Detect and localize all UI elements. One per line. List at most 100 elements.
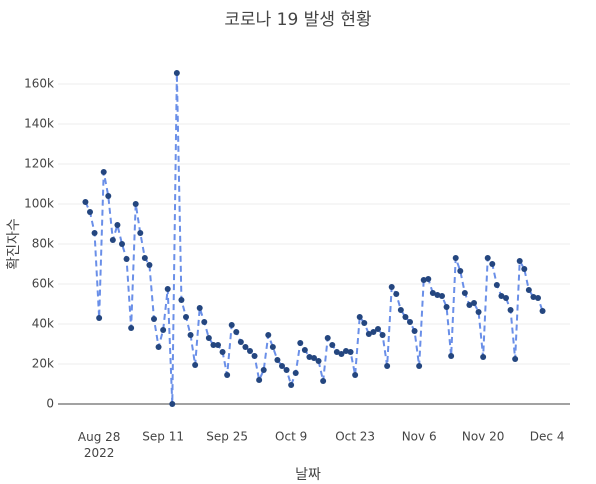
y-tick-label: 100k bbox=[24, 197, 54, 211]
data-point bbox=[429, 290, 436, 296]
y-tick-label: 140k bbox=[24, 117, 54, 131]
data-point bbox=[269, 344, 276, 350]
data-point bbox=[493, 282, 500, 288]
data-point bbox=[393, 291, 400, 297]
data-point bbox=[301, 347, 308, 353]
data-point bbox=[109, 237, 116, 243]
data-point bbox=[539, 308, 546, 314]
series-line bbox=[84, 72, 544, 405]
x-axis-title: 날짜 bbox=[295, 467, 321, 483]
x-tick-label: Nov 6 bbox=[402, 430, 437, 444]
data-point bbox=[183, 314, 189, 320]
data-point bbox=[535, 295, 541, 301]
data-point bbox=[146, 262, 153, 268]
y-tick-label: 160k bbox=[24, 77, 54, 91]
x-tick-label: Nov 20 bbox=[462, 430, 505, 444]
data-point bbox=[516, 258, 523, 264]
data-point bbox=[315, 358, 322, 364]
data-point bbox=[338, 351, 345, 357]
data-point bbox=[192, 362, 199, 368]
data-point bbox=[87, 209, 93, 215]
x-tick-label: Oct 9 bbox=[275, 430, 307, 444]
x-tick-label: Oct 23 bbox=[335, 430, 375, 444]
data-point bbox=[82, 199, 89, 205]
data-point bbox=[507, 307, 514, 313]
y-axis-title: 확진자수 bbox=[6, 218, 22, 270]
data-point bbox=[388, 284, 395, 290]
data-point bbox=[489, 261, 496, 267]
data-point bbox=[439, 293, 445, 299]
data-point bbox=[411, 328, 418, 334]
data-point bbox=[256, 377, 263, 383]
data-point bbox=[251, 353, 258, 359]
data-point bbox=[105, 193, 112, 199]
data-point bbox=[205, 335, 212, 341]
data-point bbox=[503, 295, 509, 301]
data-point bbox=[274, 357, 281, 363]
data-point bbox=[196, 305, 203, 311]
data-point bbox=[311, 355, 317, 361]
data-point bbox=[484, 255, 491, 261]
data-point bbox=[297, 340, 304, 346]
data-point bbox=[210, 342, 217, 348]
data-point bbox=[233, 329, 240, 335]
data-point bbox=[288, 382, 295, 388]
data-point bbox=[329, 342, 336, 348]
data-point bbox=[141, 255, 148, 261]
data-point bbox=[434, 292, 441, 298]
data-point bbox=[173, 70, 180, 76]
data-point bbox=[343, 348, 349, 354]
data-point bbox=[283, 367, 290, 373]
x-tick-label: Sep 11 bbox=[142, 430, 184, 444]
data-point bbox=[370, 329, 377, 335]
data-point bbox=[365, 331, 372, 337]
data-point bbox=[461, 290, 468, 296]
data-point bbox=[91, 230, 98, 236]
data-point bbox=[457, 268, 464, 274]
data-point bbox=[425, 276, 432, 282]
data-point bbox=[352, 372, 359, 378]
data-point bbox=[397, 307, 404, 313]
data-point bbox=[306, 354, 313, 360]
data-point bbox=[247, 348, 253, 354]
data-point bbox=[119, 241, 125, 247]
data-point bbox=[169, 401, 176, 407]
data-point bbox=[187, 332, 194, 338]
data-point bbox=[228, 322, 235, 328]
data-point bbox=[333, 349, 340, 355]
data-point bbox=[384, 363, 391, 369]
data-point bbox=[361, 320, 368, 326]
data-point bbox=[402, 314, 409, 320]
data-point bbox=[151, 316, 157, 322]
data-point bbox=[320, 378, 327, 384]
data-point bbox=[480, 354, 487, 360]
data-point bbox=[512, 356, 519, 362]
data-point bbox=[347, 349, 354, 355]
data-point bbox=[279, 363, 285, 369]
data-point bbox=[324, 335, 331, 341]
data-point bbox=[201, 319, 208, 325]
data-point bbox=[137, 230, 144, 236]
data-point bbox=[498, 293, 505, 299]
data-point bbox=[224, 372, 231, 378]
data-point bbox=[356, 314, 363, 320]
data-point bbox=[521, 266, 528, 272]
data-point bbox=[100, 169, 107, 175]
data-point bbox=[155, 344, 162, 350]
data-point bbox=[525, 287, 532, 293]
y-tick-label: 20k bbox=[32, 357, 54, 371]
data-point bbox=[164, 286, 171, 292]
data-point bbox=[530, 294, 537, 300]
data-point bbox=[242, 344, 249, 350]
data-point bbox=[237, 339, 244, 345]
data-point bbox=[407, 319, 413, 325]
data-point bbox=[219, 349, 226, 355]
data-point bbox=[452, 255, 459, 261]
x-tick-label: Sep 25 bbox=[206, 430, 248, 444]
data-point bbox=[215, 342, 221, 348]
y-tick-label: 40k bbox=[32, 317, 54, 331]
data-point bbox=[416, 363, 423, 369]
data-point bbox=[265, 332, 272, 338]
data-point bbox=[123, 256, 130, 262]
